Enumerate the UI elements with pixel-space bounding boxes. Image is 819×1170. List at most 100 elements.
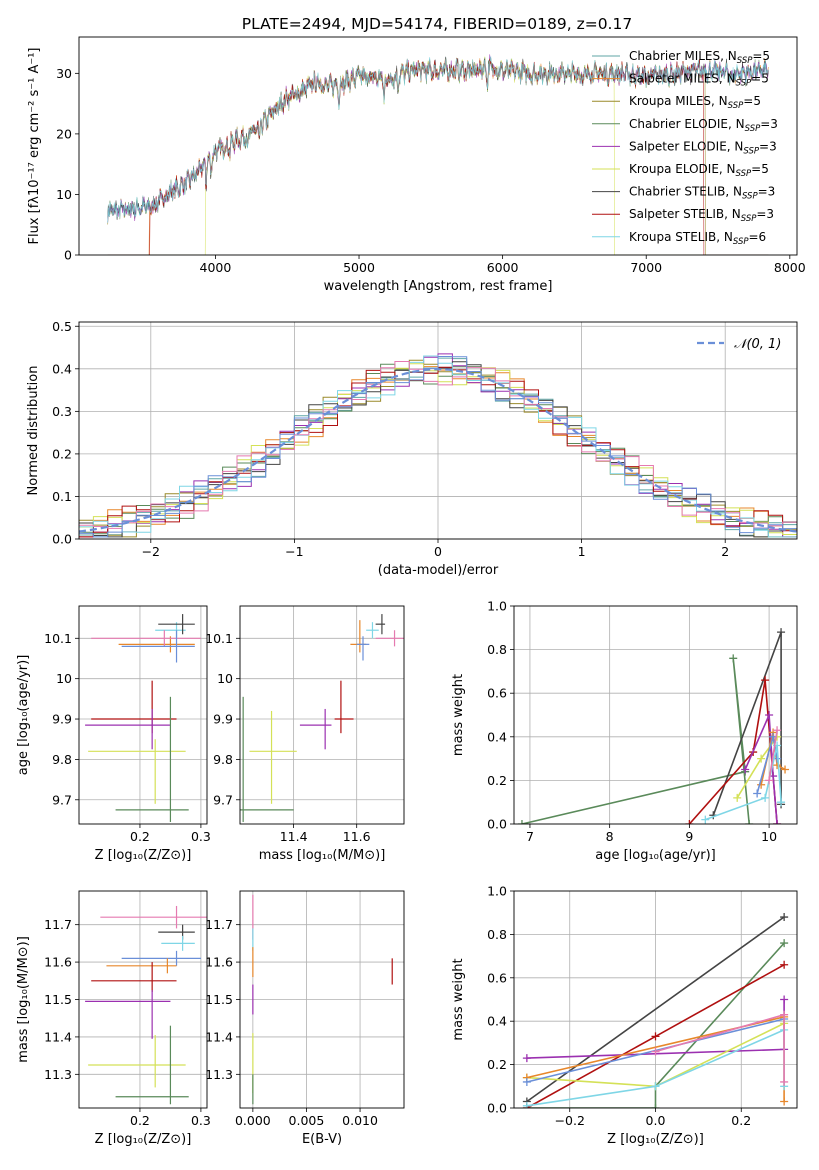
weight-vs-age-marker xyxy=(773,820,782,824)
age-vs-Z-errorbar-3 xyxy=(121,630,195,663)
age-vs-mass-errorbar-6 xyxy=(299,708,332,750)
weight-vs-Z-marker xyxy=(522,1054,531,1063)
reference-legend-label: 𝒩(0, 1) xyxy=(734,337,781,352)
age-vs-Z-ytick-label: 9.7 xyxy=(52,792,72,807)
weight-vs-age-marker xyxy=(517,820,526,824)
age-vs-Z-xlabel: Z [log₁₀(Z/Z⊙)] xyxy=(95,848,192,863)
weight-vs-age-xtick-label: 8 xyxy=(606,829,614,844)
mass-vs-ebv-xtick-label: 0.010 xyxy=(342,1113,378,1128)
age-vs-mass-ytick-label: 10.1 xyxy=(205,631,233,646)
residuals-ytick-label: 0.4 xyxy=(52,361,72,376)
weight-vs-age-marker xyxy=(765,711,774,719)
age-vs-Z-errorbar-6 xyxy=(85,708,171,750)
weight-vs-age-series-0 xyxy=(521,658,750,824)
residuals-frame xyxy=(78,321,798,540)
weight-vs-Z-xlabel: Z [log₁₀(Z/Z⊙)] xyxy=(607,1132,704,1147)
spectrum-xtick-label: 7000 xyxy=(630,260,662,275)
weight-vs-age-xtick-label: 9 xyxy=(685,829,693,844)
legend-entry-4: Salpeter ELODIE, NSSP=3 xyxy=(629,139,777,156)
weight-vs-Z-marker xyxy=(651,1104,660,1108)
weight-vs-age-ytick-label: 0.8 xyxy=(487,642,507,657)
mass-vs-ebv-ytick-label: 11.4 xyxy=(205,1029,233,1044)
legend-entry-5: Kroupa ELODIE, NSSP=5 xyxy=(629,162,769,179)
weight-vs-age-xlabel: age [log₁₀(age/yr)] xyxy=(595,848,716,863)
mass-vs-ebv-ytick-label: 11.6 xyxy=(205,955,233,970)
weight-vs-age-xtick-label: 7 xyxy=(526,829,534,844)
weight-vs-age-marker xyxy=(765,776,774,785)
weight-vs-Z-axes: −0.2 0.0 0.2 0.0 0.2 0.4 0.6 0.8 1.0 Z [log₁₀(Z/Z… xyxy=(451,884,798,1147)
mass-vs-ebv-xlabel: E(B-V) xyxy=(302,1132,342,1147)
age-vs-mass-ytick-label: 9.8 xyxy=(213,752,233,767)
residuals-plot-area xyxy=(79,353,797,538)
spectrum-ylabel: Flux [fλ10⁻¹⁷ erg cm⁻² s⁻¹ A⁻¹] xyxy=(27,48,42,245)
age-vs-mass-errorbar-4 xyxy=(375,614,386,635)
age-vs-mass-frame xyxy=(239,605,405,825)
spectrum-ytick-label: 30 xyxy=(56,66,72,81)
legend-entry-6: Chabrier STELIB, NSSP=3 xyxy=(629,185,775,202)
weight-vs-age-series-2 xyxy=(688,679,778,824)
weight-vs-Z-marker xyxy=(780,1097,789,1106)
legend-entry-0: Chabrier MILES, NSSP=5 xyxy=(629,49,770,66)
mass-vs-Z-ytick-label: 11.4 xyxy=(44,1029,72,1044)
histogram-9 xyxy=(79,361,797,529)
age-vs-mass-errorbar-8 xyxy=(240,696,294,822)
weight-vs-age-xtick-label: 10 xyxy=(761,829,777,844)
residuals-xtick-label: −1 xyxy=(285,544,303,559)
spectrum-axes: 4000 5000 6000 7000 8000 0 10 20 30 wavelength [A… xyxy=(27,36,806,294)
legend-entry-7: Salpeter STELIB, NSSP=3 xyxy=(629,207,774,224)
residuals-xtick-label: 2 xyxy=(721,544,729,559)
weight-vs-Z-xtick-label: 0.0 xyxy=(646,1113,666,1128)
residuals-ytick-label: 0.1 xyxy=(52,489,72,504)
weight-vs-age-marker xyxy=(761,793,770,802)
weight-vs-Z-marker xyxy=(780,1077,789,1086)
age-vs-Z-plot-area xyxy=(85,614,201,822)
residuals-xlabel: (data-model)/error xyxy=(378,563,499,578)
mass-vs-Z-ytick-label: 11.6 xyxy=(44,955,72,970)
weight-vs-age-ytick-label: 1.0 xyxy=(487,599,507,614)
spectrum-frame xyxy=(78,36,798,256)
weight-vs-Z-series-1 xyxy=(526,942,785,1108)
mass-vs-Z-errorbar-7 xyxy=(88,1035,186,1088)
mass-vs-Z-ylabel: mass [log₁₀(M/M⊙)] xyxy=(16,936,31,1063)
age-vs-mass-errorbar-3 xyxy=(356,636,370,661)
weight-vs-age-marker xyxy=(773,726,782,735)
weight-vs-age-marker xyxy=(781,765,790,774)
residuals-ytick-label: 0.3 xyxy=(52,404,72,419)
age-vs-mass-errorbar-1 xyxy=(350,620,367,653)
mass-vs-Z-plot-area xyxy=(85,905,207,1105)
spectrum-ytick-label: 20 xyxy=(56,126,72,141)
mass-vs-ebv-axes: 0.000 0.005 0.010 11.3 11.4 11.5 11.6 11.7 E(B-V… xyxy=(205,890,405,1147)
age-vs-mass-xlabel: mass [log₁₀(M/M⊙)] xyxy=(259,848,386,863)
spectrum-plot-area xyxy=(107,54,769,255)
weight-vs-Z-xtick-label: 0.2 xyxy=(731,1113,751,1128)
mass-vs-Z-xtick-label: 0.2 xyxy=(130,1113,150,1128)
mass-vs-Z-axes: 0.2 0.3 11.3 11.4 11.5 11.6 11.7 Z [log₁₀(Z/Z⊙)… xyxy=(16,890,211,1147)
mass-vs-ebv-ytick-label: 11.7 xyxy=(205,917,233,932)
weight-vs-Z-ytick-label: 0.2 xyxy=(487,1057,507,1072)
histogram-10 xyxy=(79,356,797,538)
weight-vs-age-marker xyxy=(745,820,754,824)
age-vs-mass-axes: 11.4 11.6 9.7 9.8 9.9 10 10.1 mass [log₁₀(M/M⊙)… xyxy=(205,605,405,863)
weight-vs-Z-marker xyxy=(651,1032,660,1041)
spectrum-xtick-label: 5000 xyxy=(343,260,375,275)
age-vs-mass-plot-area xyxy=(240,614,404,822)
age-vs-Z-ytick-label: 9.8 xyxy=(52,752,72,767)
weight-vs-age-ytick-label: 0.0 xyxy=(487,817,507,832)
mass-vs-Z-frame xyxy=(78,890,208,1109)
weight-vs-age-marker xyxy=(701,815,710,824)
spectrum-series-8 xyxy=(107,56,769,223)
figure-title: PLATE=2494, MJD=54174, FIBERID=0189, z=0… xyxy=(242,15,632,33)
age-vs-Z-errorbar-7 xyxy=(88,739,186,804)
mass-vs-Z-errorbar-6 xyxy=(85,990,171,1039)
weight-vs-age-marker xyxy=(741,765,750,774)
age-vs-mass-errorbar-2 xyxy=(375,630,404,647)
weight-vs-age-series-1 xyxy=(712,631,782,816)
spectrum-series-1 xyxy=(107,57,769,255)
weight-vs-Z-xtick-label: −0.2 xyxy=(555,1113,585,1128)
weight-vs-Z-ylabel: mass weight xyxy=(451,958,466,1040)
spectrum-ytick-label: 0 xyxy=(64,248,72,263)
mass-vs-Z-ytick-label: 11.3 xyxy=(44,1067,72,1082)
age-vs-mass-errorbar-5 xyxy=(334,680,354,734)
age-vs-Z-errorbar-2 xyxy=(91,630,201,647)
